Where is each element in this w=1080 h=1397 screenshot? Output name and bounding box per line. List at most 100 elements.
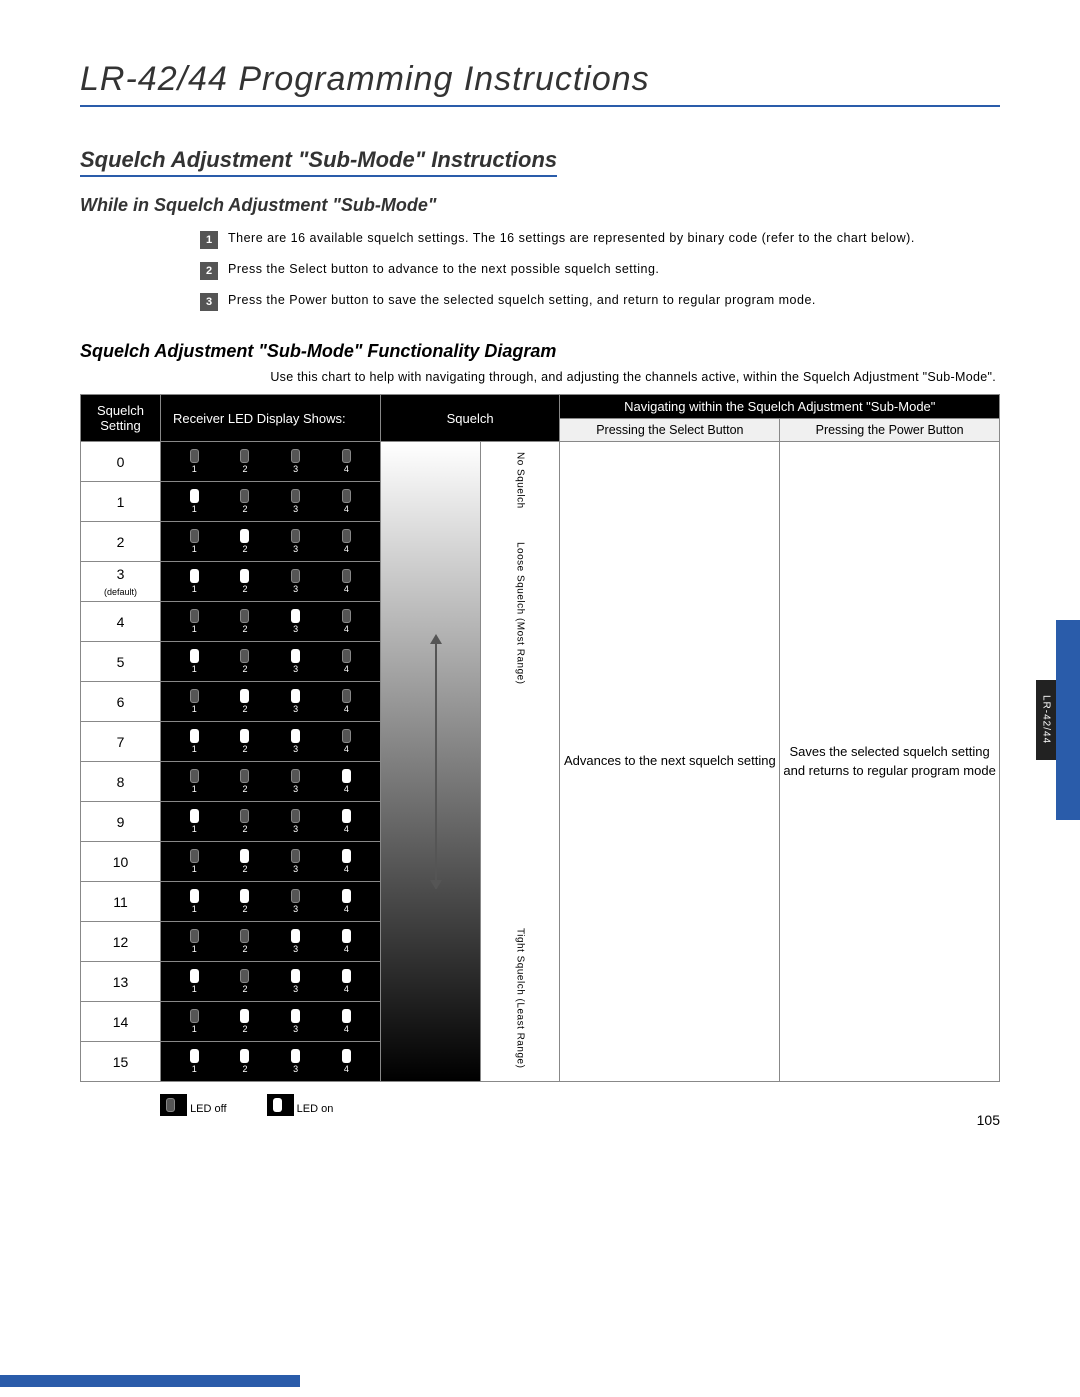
led-off-icon xyxy=(240,449,249,463)
led-label: 3 xyxy=(293,784,298,794)
led-display-cell: 1234 xyxy=(160,562,380,602)
led-label: 1 xyxy=(192,624,197,634)
led-label: 3 xyxy=(293,664,298,674)
setting-cell: 1 xyxy=(81,482,161,522)
th-nav: Navigating within the Squelch Adjustment… xyxy=(560,395,1000,419)
setting-cell: 14 xyxy=(81,1002,161,1042)
led-label: 3 xyxy=(293,584,298,594)
led-on-icon xyxy=(240,849,249,863)
led-display-cell: 1234 xyxy=(160,1002,380,1042)
led-label: 2 xyxy=(242,464,247,474)
setting-cell: 0 xyxy=(81,442,161,482)
setting-cell: 6 xyxy=(81,682,161,722)
led-label: 4 xyxy=(344,904,349,914)
led-on-icon xyxy=(190,1049,199,1063)
led-display-cell: 1234 xyxy=(160,482,380,522)
led-off-icon xyxy=(190,449,199,463)
led-display-cell: 1234 xyxy=(160,762,380,802)
setting-cell: 11 xyxy=(81,882,161,922)
step-list: 1There are 16 available squelch settings… xyxy=(200,230,1000,311)
step-text: There are 16 available squelch settings.… xyxy=(228,230,915,248)
led-off-icon xyxy=(240,609,249,623)
led-off-icon xyxy=(291,449,300,463)
led-off-icon xyxy=(190,529,199,543)
led-on-icon xyxy=(190,809,199,823)
led-off-icon xyxy=(291,769,300,783)
led-label: 3 xyxy=(293,504,298,514)
step: 3 Press the Power button to save the sele… xyxy=(200,292,1000,311)
led-off-icon xyxy=(342,609,351,623)
led-off-icon xyxy=(240,809,249,823)
led-off-icon xyxy=(190,769,199,783)
led-on-icon xyxy=(342,1049,351,1063)
led-label: 4 xyxy=(344,584,349,594)
setting-cell: 15 xyxy=(81,1042,161,1082)
led-label: 3 xyxy=(293,624,298,634)
led-off-icon xyxy=(291,569,300,583)
sub-title: While in Squelch Adjustment "Sub-Mode" xyxy=(80,195,1000,216)
step-text: Press the Power button to save the selec… xyxy=(228,292,816,310)
led-off-icon xyxy=(342,649,351,663)
led-label: 1 xyxy=(192,864,197,874)
led-on-icon xyxy=(190,889,199,903)
setting-cell: 3(default) xyxy=(81,562,161,602)
led-on-icon xyxy=(291,649,300,663)
led-off-icon xyxy=(190,689,199,703)
led-label: 3 xyxy=(293,984,298,994)
led-label: 1 xyxy=(192,704,197,714)
squelch-label-col: No SquelchLoose Squelch (Most Range)Tigh… xyxy=(480,442,560,1082)
led-label: 1 xyxy=(192,904,197,914)
setting-cell: 5 xyxy=(81,642,161,682)
squelch-gradient xyxy=(380,442,480,1082)
led-on-icon xyxy=(190,649,199,663)
led-on-icon xyxy=(291,929,300,943)
section-title: Squelch Adjustment "Sub-Mode" Instructio… xyxy=(80,147,557,177)
th-display: Receiver LED Display Shows: xyxy=(160,395,380,442)
led-label: 1 xyxy=(192,824,197,834)
led-label: 4 xyxy=(344,1064,349,1074)
led-on-icon xyxy=(291,969,300,983)
led-label: 4 xyxy=(344,824,349,834)
led-label: 4 xyxy=(344,664,349,674)
led-off-icon xyxy=(240,969,249,983)
led-off-icon xyxy=(291,489,300,503)
setting-cell: 8 xyxy=(81,762,161,802)
led-display-cell: 1234 xyxy=(160,442,380,482)
led-on-icon xyxy=(240,529,249,543)
chart-subtitle: Squelch Adjustment "Sub-Mode" Functional… xyxy=(80,341,1000,362)
legend: LED off LED on xyxy=(160,1094,1000,1116)
led-label: 2 xyxy=(242,664,247,674)
setting-cell: 13 xyxy=(81,962,161,1002)
led-label: 4 xyxy=(344,984,349,994)
step-text: Press the Select button to advance to th… xyxy=(228,261,659,279)
led-label: 2 xyxy=(242,504,247,514)
label-no-squelch: No Squelch xyxy=(515,452,526,512)
led-label: 4 xyxy=(344,744,349,754)
led-display-cell: 1234 xyxy=(160,522,380,562)
led-label: 2 xyxy=(242,544,247,554)
page-title: LR-42/44 Programming Instructions xyxy=(80,60,1000,107)
led-label: 1 xyxy=(192,504,197,514)
led-label: 2 xyxy=(242,784,247,794)
led-on-icon xyxy=(291,689,300,703)
step: 2Press the Select button to advance to t… xyxy=(200,261,1000,280)
led-off-icon xyxy=(190,609,199,623)
led-off-icon xyxy=(190,929,199,943)
led-display-cell: 1234 xyxy=(160,882,380,922)
th-select: Pressing the Select Button xyxy=(560,419,780,442)
setting-cell: 4 xyxy=(81,602,161,642)
led-label: 3 xyxy=(293,864,298,874)
th-squelch: Squelch xyxy=(380,395,560,442)
led-label: 3 xyxy=(293,944,298,954)
led-off-icon xyxy=(342,489,351,503)
step-number: 3 xyxy=(200,293,218,311)
led-off-icon xyxy=(342,689,351,703)
setting-cell: 2 xyxy=(81,522,161,562)
th-setting: Squelch Setting xyxy=(81,395,161,442)
led-label: 2 xyxy=(242,864,247,874)
led-on-icon xyxy=(190,569,199,583)
led-off-icon xyxy=(342,729,351,743)
chart-intro: Use this chart to help with navigating t… xyxy=(80,370,1000,384)
led-on-icon xyxy=(342,889,351,903)
legend-on: LED on xyxy=(297,1103,334,1115)
